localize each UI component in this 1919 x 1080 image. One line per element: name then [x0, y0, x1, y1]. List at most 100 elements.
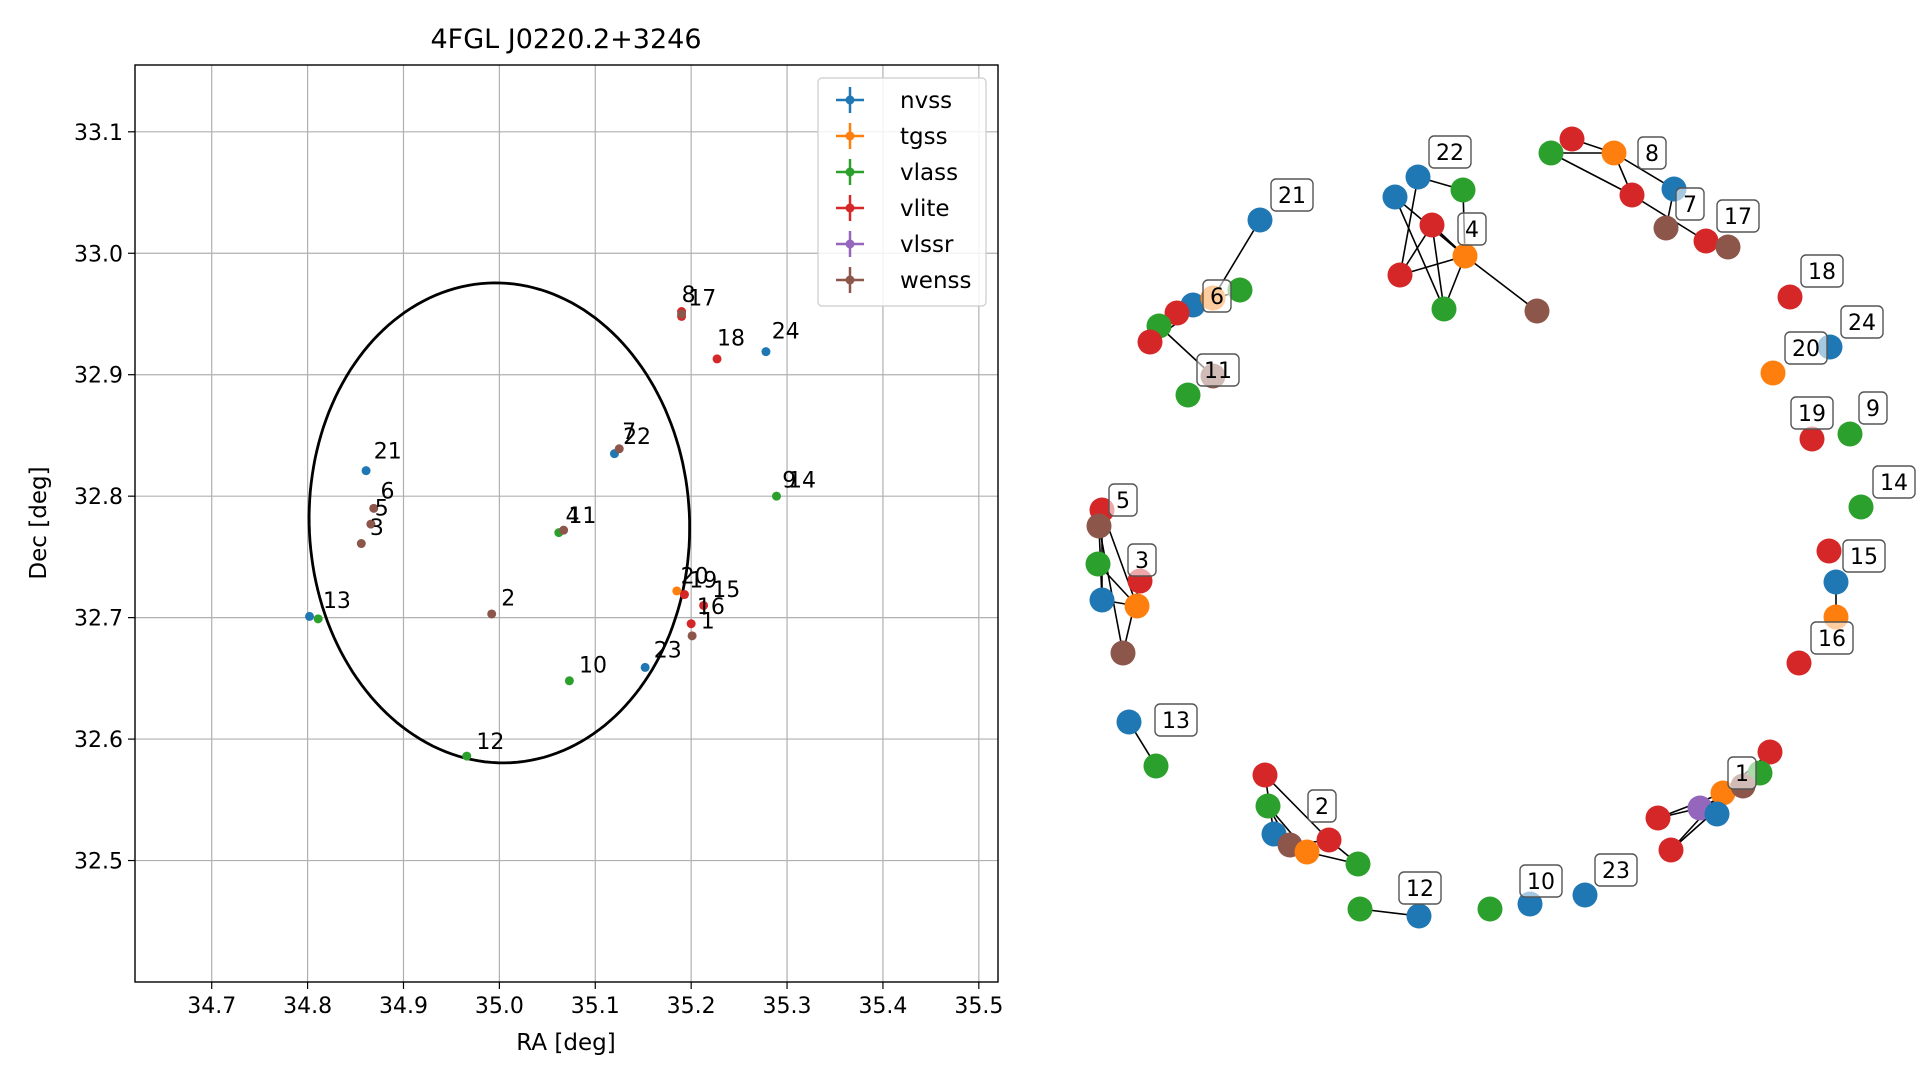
network-node-vlite — [1559, 126, 1585, 152]
network-label-text: 17 — [1724, 205, 1752, 230]
network-label-box — [1457, 212, 1487, 246]
network-node-vlass — [1345, 851, 1371, 877]
network-node-vlass — [1450, 177, 1476, 203]
network-label-text: 20 — [1792, 337, 1820, 362]
y-tick-label: 32.9 — [74, 364, 123, 389]
point-wenss — [687, 631, 697, 641]
network-label-text: 5 — [1116, 489, 1130, 514]
network-label: 5 — [1108, 483, 1138, 517]
network-label-box — [1727, 756, 1757, 790]
legend-marker-dot — [845, 275, 855, 285]
point-wenss — [369, 503, 379, 513]
network-node-vlass — [1227, 277, 1253, 303]
network-edge — [1264, 774, 1330, 841]
x-tick-label: 35.4 — [858, 994, 907, 1019]
point-label: 2 — [501, 586, 515, 611]
network-node-nvss — [1116, 709, 1142, 735]
network-label: 18 — [1800, 254, 1844, 288]
point-label: 7 — [622, 420, 636, 445]
network-node-vlass — [1143, 753, 1169, 779]
point-vlass — [771, 491, 781, 501]
network-label: 1 — [1727, 756, 1757, 790]
point-label: 8 — [682, 283, 696, 308]
network-label-box — [1428, 135, 1472, 169]
network-node-tgss — [1760, 360, 1786, 386]
network-node-nvss — [1406, 903, 1432, 929]
x-axis-ticks: 34.7 34.8 34.9 35.0 35.1 35.2 35.3 35.4 35.5 — [187, 982, 1003, 1019]
point-label: 24 — [772, 319, 800, 344]
point-nvss — [761, 347, 771, 357]
point-wenss — [366, 519, 376, 529]
network-label-box — [1519, 864, 1563, 898]
point-wenss — [614, 444, 624, 454]
network-node-vlass — [1538, 140, 1564, 166]
network-node-tgss — [1601, 140, 1627, 166]
point-vlass — [313, 614, 323, 624]
network-node-tgss — [1452, 243, 1478, 269]
network-label-text: 21 — [1278, 184, 1306, 209]
legend-marker-dot — [845, 203, 855, 213]
network-node-tgss — [1124, 593, 1150, 619]
network-label-box — [1858, 391, 1888, 425]
network-node-nvss — [1247, 207, 1273, 233]
network-node-vlite — [1252, 762, 1278, 788]
error-ellipse-path — [307, 281, 691, 765]
network-label: 4 — [1457, 212, 1487, 246]
legend: nvss tgss vlass vlite vlssr wenss — [817, 77, 987, 307]
network-label-box — [1800, 254, 1844, 288]
network-edge — [1394, 196, 1445, 310]
network-edge — [1098, 525, 1124, 654]
network-label-box — [1196, 353, 1240, 387]
point-wenss — [677, 309, 687, 319]
network-label-box — [1594, 853, 1638, 887]
network-label: 13 — [1154, 703, 1198, 737]
network-label-box — [1307, 789, 1337, 823]
chart-title: 4FGL J0220.2+3246 — [430, 24, 701, 55]
network-label-box — [1716, 199, 1760, 233]
y-tick-label: 32.5 — [74, 850, 123, 875]
data-points — [305, 307, 781, 761]
legend-label-nvss: nvss — [900, 88, 952, 114]
x-tick-label: 35.1 — [571, 994, 620, 1019]
network-node-vlass — [1848, 494, 1874, 520]
point-label: 10 — [579, 653, 607, 678]
network-node-vlite — [1387, 262, 1413, 288]
network-label: 22 — [1428, 135, 1472, 169]
network-label: 19 — [1790, 396, 1834, 430]
point-label: 17 — [688, 286, 716, 311]
network-label-text: 19 — [1798, 402, 1826, 427]
point-label: 13 — [323, 589, 351, 614]
network-node-vlass — [1837, 421, 1863, 447]
x-tick-label: 34.9 — [379, 994, 428, 1019]
network-label: 10 — [1519, 864, 1563, 898]
network-label: 20 — [1784, 331, 1828, 365]
point-wenss — [356, 539, 366, 549]
network-node-nvss — [1089, 587, 1115, 613]
network-label-text: 12 — [1406, 877, 1434, 902]
network-label-box — [1398, 871, 1442, 905]
legend-label-vlass: vlass — [900, 160, 958, 186]
network-node-nvss — [1704, 801, 1730, 827]
network-label: 8 — [1637, 136, 1667, 170]
x-tick-label: 34.8 — [283, 994, 332, 1019]
network-edge — [1550, 152, 1633, 196]
point-label: 4 — [566, 504, 580, 529]
point-vlass — [462, 751, 472, 761]
point-label: 22 — [623, 425, 651, 450]
legend-marker-dot — [845, 131, 855, 141]
network-node-vlass — [1255, 793, 1281, 819]
point-label: 9 — [782, 469, 796, 494]
legend-marker-dot — [845, 239, 855, 249]
network-label-text: 23 — [1602, 859, 1630, 884]
point-label: 23 — [654, 639, 682, 664]
network-node-nvss — [1572, 882, 1598, 908]
network-node-wenss — [1086, 513, 1112, 539]
network-label-text: 2 — [1315, 795, 1329, 820]
point-vlite — [712, 354, 722, 364]
network-label: 21 — [1270, 178, 1314, 212]
x-tick-label: 34.7 — [187, 994, 236, 1019]
network-label: 14 — [1872, 465, 1916, 499]
